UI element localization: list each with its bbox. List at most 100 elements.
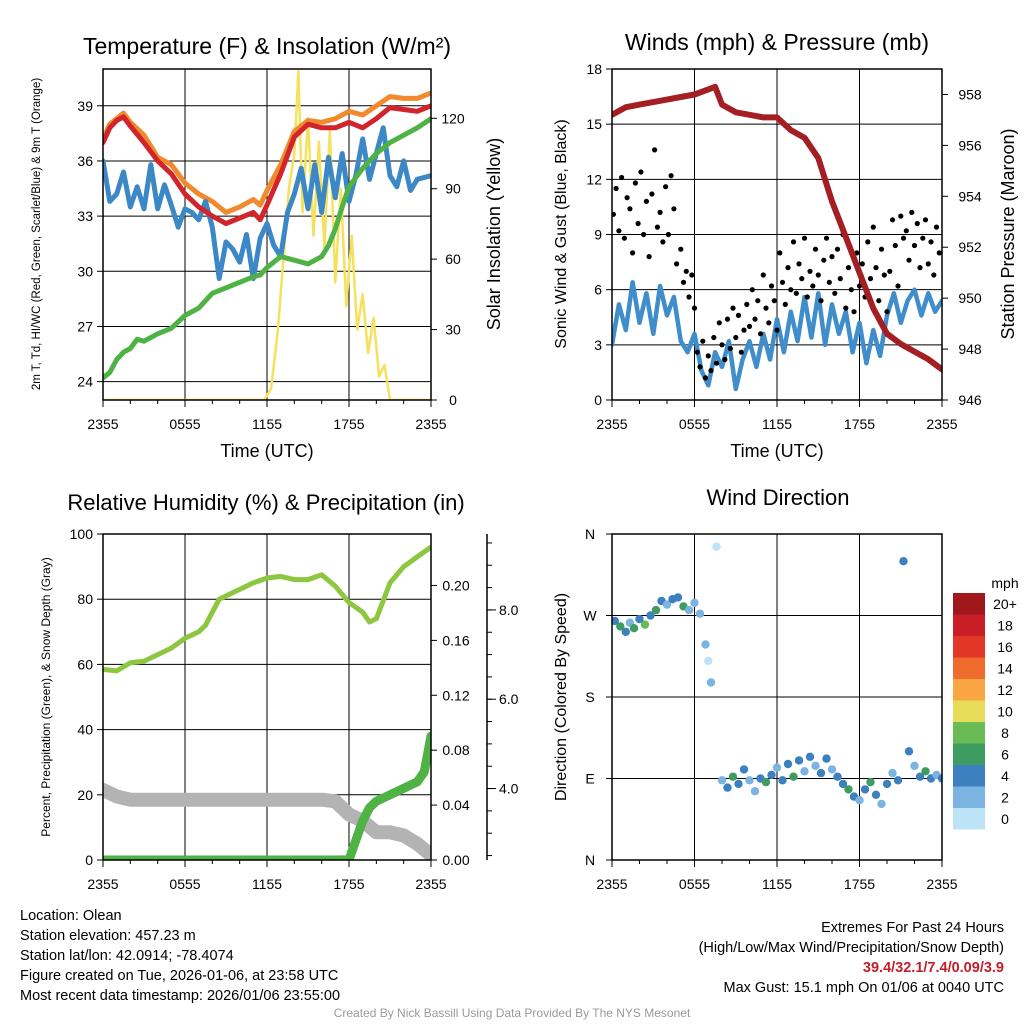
gust-point xyxy=(612,211,616,217)
station-latlon: Station lat/lon: 42.0914; -78.4074 xyxy=(20,948,234,964)
wind-direction-point xyxy=(728,772,738,781)
winds-xtick-label: 2355 xyxy=(926,416,957,432)
gust-point xyxy=(848,287,854,293)
wind-direction-point xyxy=(827,765,837,774)
wind-direction-xtick-label: 1755 xyxy=(844,876,875,892)
wind-direction-point xyxy=(690,598,699,607)
gust-point xyxy=(760,272,766,278)
gust-point xyxy=(660,239,666,245)
wind-direction-point xyxy=(800,767,809,776)
speed-legend-label: 14 xyxy=(997,661,1013,677)
gust-point xyxy=(613,185,619,192)
gust-point xyxy=(793,290,799,296)
humidity-ytick-label: 80 xyxy=(77,591,93,607)
wind-direction-ytick-label: S xyxy=(585,689,594,705)
temperature-xtick-label: 2355 xyxy=(87,416,118,432)
winds-ytick-label: 12 xyxy=(586,171,602,187)
gust-point xyxy=(627,206,633,212)
gust-point xyxy=(832,290,838,296)
gust-point xyxy=(619,174,625,181)
gust-point xyxy=(898,213,904,219)
wind-direction-point xyxy=(844,785,853,794)
speed-legend-label: 16 xyxy=(997,639,1013,655)
winds-ylabel: Sonic Wind & Gust (Blue, Black) xyxy=(553,119,570,348)
gust-point xyxy=(646,254,652,260)
gust-point xyxy=(851,309,857,315)
wind-direction-point xyxy=(915,772,925,781)
temperature-xtick-label: 1155 xyxy=(252,416,282,432)
winds-ytick-label: 6 xyxy=(594,282,602,298)
gust-point xyxy=(741,327,747,333)
pressure-ytick-label: 952 xyxy=(958,239,982,255)
wind-direction-point xyxy=(778,776,787,785)
wind-direction-point xyxy=(805,752,815,761)
gust-point xyxy=(878,246,885,252)
speed-legend-label: 18 xyxy=(997,618,1013,634)
speed-legend-swatch xyxy=(953,679,985,701)
extremes-values: 39.4/32.1/7.4/0.09/3.9 xyxy=(862,960,1004,976)
series-9m-t xyxy=(103,90,431,215)
gust-point xyxy=(790,239,797,245)
gust-point xyxy=(909,209,915,215)
speed-legend-label: 4 xyxy=(1001,768,1009,784)
series-2m-td xyxy=(103,116,431,381)
precip-ytick-label: 0.04 xyxy=(442,797,469,813)
winds-y2label: Station Pressure (Maroon) xyxy=(998,128,1018,339)
series-2m-t xyxy=(103,103,431,226)
series-snow-depth xyxy=(103,782,431,860)
gust-point xyxy=(933,224,940,230)
speed-legend-swatch xyxy=(953,743,985,765)
wind-direction-point xyxy=(860,785,870,794)
station-info: Location: Olean Station elevation: 457.2… xyxy=(20,906,340,1006)
humidity-ytick-label: 20 xyxy=(77,787,93,803)
gust-point xyxy=(785,265,791,271)
pressure-ytick-label: 948 xyxy=(958,341,982,357)
temperature-ytick-label: 27 xyxy=(77,318,93,334)
temperature-y2label: Solar Insolation (Yellow) xyxy=(484,138,504,330)
wind-direction-point xyxy=(701,640,710,649)
winds-title: Winds (mph) & Pressure (mb) xyxy=(625,29,929,55)
series-sonic-wind xyxy=(612,280,942,392)
gust-point xyxy=(867,276,874,282)
gust-point xyxy=(812,246,819,252)
wind-direction-point xyxy=(612,616,619,626)
speed-legend-swatch xyxy=(953,808,985,830)
gust-point xyxy=(815,272,821,278)
wind-direction-point xyxy=(704,656,713,665)
gust-point xyxy=(713,360,720,366)
temperature-xtick-label: 0555 xyxy=(169,416,200,432)
wind-direction-point xyxy=(616,622,625,631)
gust-point xyxy=(678,246,684,252)
wind-direction-point xyxy=(937,774,942,783)
gust-point xyxy=(663,184,669,190)
wind-direction-xtick-label: 2355 xyxy=(596,876,627,892)
wind-direction-point xyxy=(855,796,864,805)
gust-point xyxy=(738,349,744,355)
gust-point xyxy=(843,305,849,311)
insolation-ytick-label: 0 xyxy=(449,392,457,408)
wind-direction-point xyxy=(646,611,655,620)
speed-legend-swatch xyxy=(953,593,985,615)
gust-point xyxy=(763,305,769,311)
gust-point xyxy=(652,147,658,153)
gust-point xyxy=(674,261,680,267)
wind-direction-point xyxy=(739,765,749,774)
wind-direction-point xyxy=(635,614,644,624)
insolation-ytick-label: 60 xyxy=(445,251,461,267)
recent-timestamp: Most recent data timestamp: 2026/01/06 2… xyxy=(20,988,341,1004)
speed-legend-label: 12 xyxy=(997,682,1013,698)
winds-ytick-label: 0 xyxy=(594,392,602,408)
wind-direction-point xyxy=(640,620,650,629)
gust-point xyxy=(925,261,931,267)
wind-direction-point xyxy=(651,605,661,615)
wind-direction-point xyxy=(877,799,886,809)
speed-legend-swatch xyxy=(953,722,985,744)
speed-legend-swatch xyxy=(953,657,985,679)
winds-xtick-label: 2355 xyxy=(596,416,627,432)
wind-direction-xtick-label: 2355 xyxy=(926,876,957,892)
gust-point xyxy=(686,294,692,300)
gust-point xyxy=(826,279,832,285)
gust-point xyxy=(719,342,725,348)
winds-ytick-label: 3 xyxy=(594,337,602,353)
